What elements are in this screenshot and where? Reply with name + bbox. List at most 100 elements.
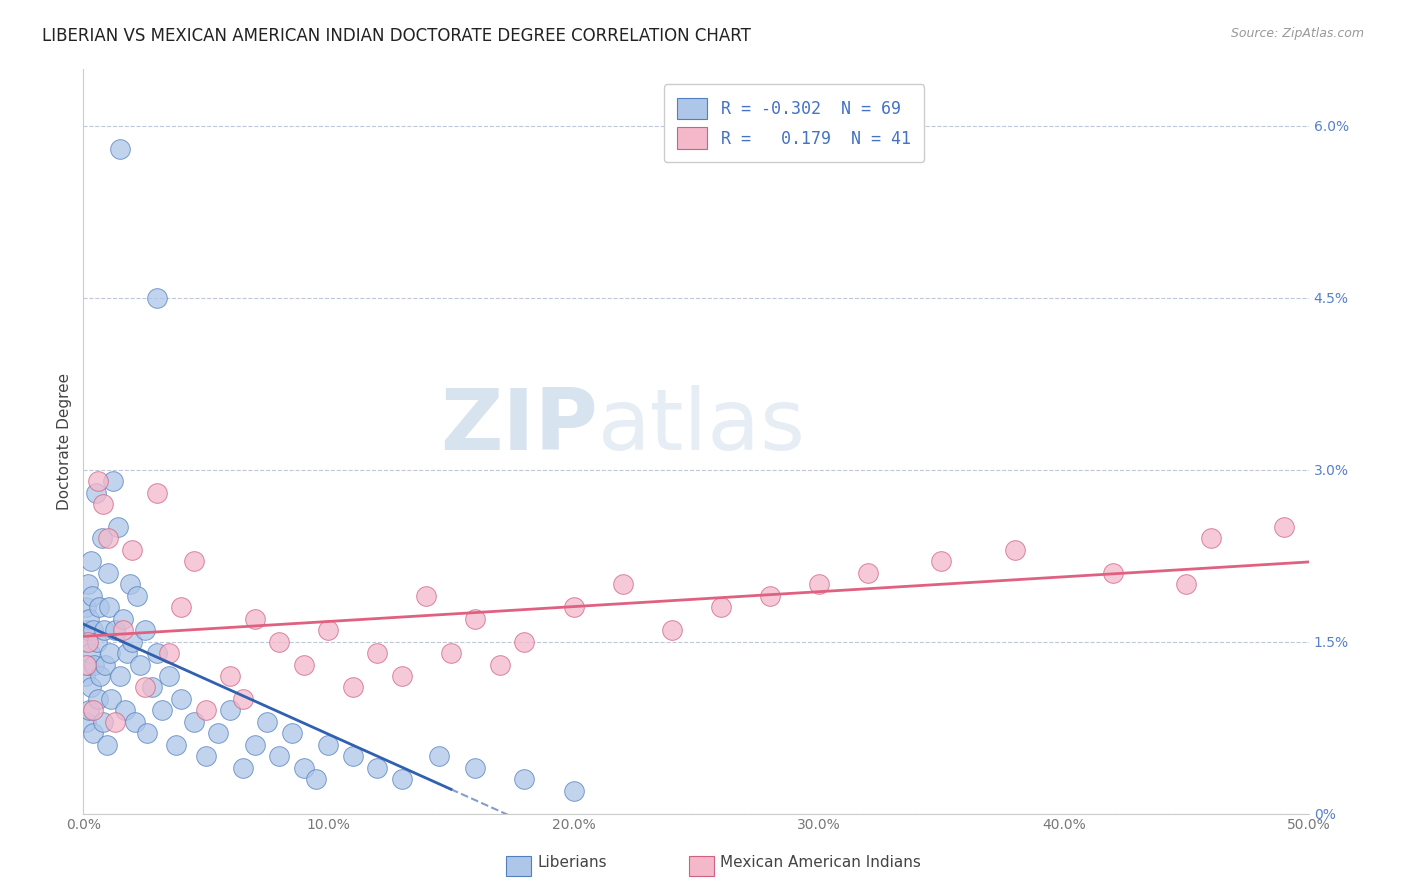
Point (464, 761, 486, 775)
Point (84, 485, 107, 500)
Point (77, 657, 100, 672)
Point (219, 703, 242, 717)
Point (97, 532, 120, 546)
Y-axis label: Doctorate Degree: Doctorate Degree (58, 373, 72, 509)
Point (97, 566, 120, 580)
Point (91, 714, 114, 729)
Text: Source: ZipAtlas.com: Source: ZipAtlas.com (1230, 27, 1364, 40)
Point (93, 623, 115, 637)
Point (73, 634, 96, 648)
Point (194, 703, 217, 717)
Point (1101, 566, 1123, 580)
Point (104, 714, 127, 729)
Point (127, 589, 149, 603)
Point (87, 474, 110, 488)
Point (612, 577, 634, 591)
Point (342, 681, 364, 695)
Point (929, 554, 952, 568)
Point (80, 589, 103, 603)
Point (134, 623, 156, 637)
Point (269, 634, 291, 648)
Point (121, 634, 143, 648)
Point (150, 703, 173, 717)
Point (124, 714, 146, 729)
Point (108, 669, 131, 683)
Point (77, 634, 100, 648)
Point (76, 577, 98, 591)
Point (79, 703, 101, 717)
Point (165, 738, 187, 752)
Point (87, 692, 110, 706)
Point (86, 634, 108, 648)
Point (94, 657, 117, 672)
Text: atlas: atlas (598, 384, 806, 467)
Point (121, 542, 143, 557)
Point (1272, 520, 1295, 534)
Point (111, 612, 134, 626)
Point (134, 681, 156, 695)
Point (232, 761, 254, 775)
Point (146, 485, 169, 500)
Point (89, 669, 111, 683)
Point (75, 669, 97, 683)
Point (366, 761, 388, 775)
Point (146, 291, 169, 305)
Point (101, 474, 124, 488)
Legend: R = -0.302  N = 69, R =   0.179  N = 41: R = -0.302 N = 69, R = 0.179 N = 41 (664, 85, 924, 162)
Point (146, 646, 169, 660)
Point (243, 612, 266, 626)
Point (91, 497, 114, 511)
Point (98, 646, 121, 660)
Point (107, 520, 129, 534)
Point (118, 577, 141, 591)
Point (75, 657, 97, 672)
Point (207, 726, 229, 740)
Point (75, 600, 97, 615)
Point (80, 681, 103, 695)
Point (114, 703, 136, 717)
Point (391, 669, 413, 683)
Point (305, 772, 328, 786)
Point (427, 749, 450, 764)
Point (77, 612, 100, 626)
Point (856, 566, 879, 580)
Point (513, 634, 536, 648)
Point (183, 554, 205, 568)
Point (194, 749, 217, 764)
Point (807, 577, 830, 591)
Point (440, 646, 463, 660)
Point (100, 692, 122, 706)
Point (562, 600, 585, 615)
Point (391, 772, 413, 786)
Point (1175, 577, 1198, 591)
Point (90, 532, 112, 546)
Point (108, 142, 131, 156)
Point (318, 738, 340, 752)
Text: Liberians: Liberians (537, 855, 607, 870)
Point (157, 646, 180, 660)
Point (104, 623, 127, 637)
Text: Mexican American Indians: Mexican American Indians (720, 855, 921, 870)
Point (157, 669, 180, 683)
Point (170, 600, 193, 615)
Point (342, 749, 364, 764)
Point (318, 623, 340, 637)
Point (464, 612, 486, 626)
Point (83, 657, 105, 672)
Point (82, 726, 104, 740)
Point (183, 714, 205, 729)
Point (89, 600, 111, 615)
Point (98, 600, 121, 615)
Point (661, 623, 683, 637)
Point (292, 761, 315, 775)
Point (1004, 542, 1026, 557)
Point (292, 657, 315, 672)
Point (82, 623, 104, 637)
Point (219, 669, 242, 683)
Point (232, 692, 254, 706)
Point (96, 738, 118, 752)
Point (136, 726, 159, 740)
Point (758, 589, 780, 603)
Point (1199, 532, 1222, 546)
Point (82, 703, 104, 717)
